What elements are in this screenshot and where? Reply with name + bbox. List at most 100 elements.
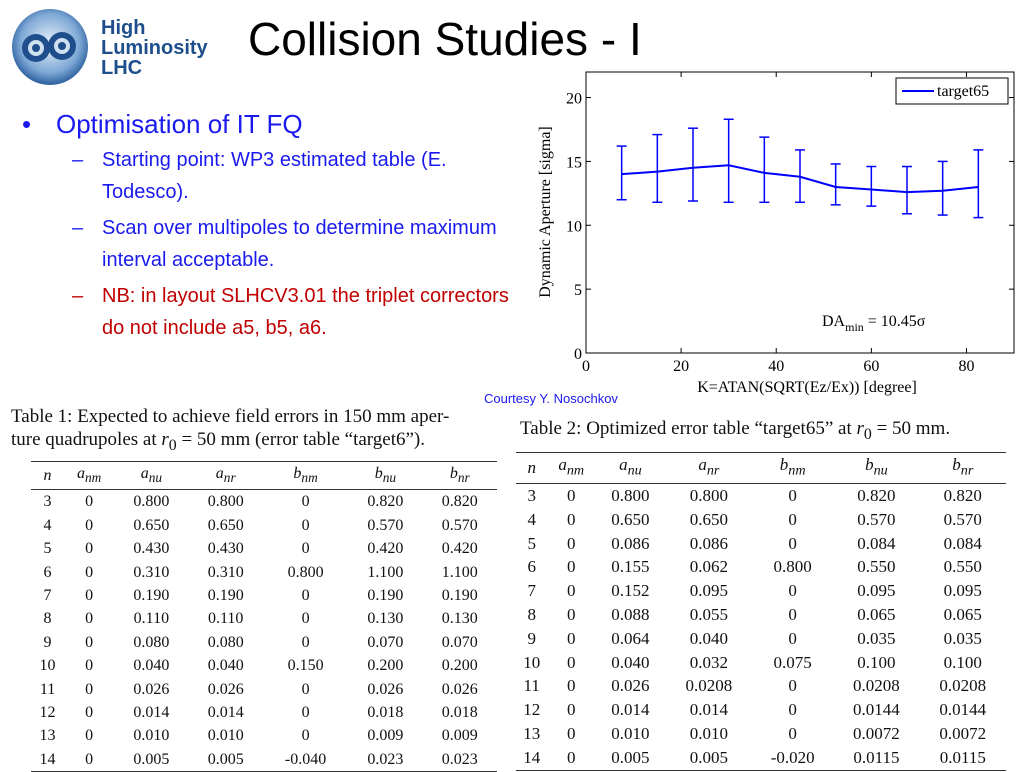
column-header-subscript: nm (301, 469, 318, 485)
column-header-subscript: nu (627, 462, 642, 479)
table-cell: 0.0144 (853, 700, 900, 720)
table-cell: 0.570 (441, 516, 478, 534)
column-header: bnm (293, 464, 318, 485)
table-cell: -0.040 (284, 750, 327, 768)
table-cell: 0.065 (943, 604, 982, 624)
table-cell: 0.095 (689, 581, 729, 601)
table-cell: 0.200 (367, 657, 404, 675)
table-2-caption: Table 2: Optimized error table “target65… (520, 417, 1020, 446)
slide-title: Collision Studies - I (248, 13, 642, 65)
table-cell: 0.026 (133, 680, 170, 698)
table-cell: 11 (39, 680, 56, 698)
table-cell: 0 (566, 604, 576, 624)
column-header: anu (140, 464, 163, 485)
table-cell: 0.032 (689, 652, 729, 672)
bullet-dot-icon: • (22, 109, 32, 139)
column-header: anr (215, 464, 236, 485)
axis-ticks: 0 5 10 15 20 0 20 40 60 80 (566, 72, 1014, 375)
r-symbol: r (161, 429, 169, 450)
table-cell: 0.095 (943, 581, 982, 601)
table-cell: 3 (527, 485, 536, 505)
table-cell: 0.820 (857, 485, 896, 505)
table-1-caption-line2: ture quadrupoles at r0 = 50 mm (error ta… (11, 428, 481, 457)
table-cell: 0 (566, 700, 576, 720)
table-cell: 0.005 (133, 750, 170, 768)
table-cell: 0 (85, 657, 94, 675)
table-cell: 0.035 (943, 628, 982, 648)
table-cell: 0.023 (367, 750, 404, 768)
table-cell: 0.800 (773, 557, 812, 577)
bullet-sub-1: – Starting point: WP3 estimated table (E… (22, 144, 522, 208)
table-cell: 0.018 (441, 704, 478, 722)
table-cell: 0.150 (287, 657, 324, 675)
table-cell: 0.075 (773, 652, 812, 672)
table-cell: 0.009 (441, 727, 478, 745)
table-cell: 0 (566, 533, 576, 553)
table-cell: 0 (566, 581, 576, 601)
table-cell: 0.0115 (939, 747, 986, 767)
table-row: 10 0 0.040 0.040 0.150 0.200 0.200 (31, 654, 497, 677)
column-header: n (43, 466, 52, 484)
column-header: bnr (449, 464, 470, 485)
table-cell: 10 (523, 652, 541, 672)
table-1-caption-line2a: ture quadrupoles at (11, 429, 162, 450)
table-cell: 0 (85, 516, 94, 534)
table-cell: 0.014 (133, 704, 170, 722)
table-cell: 0.010 (689, 723, 729, 743)
y-tick-label: 0 (574, 346, 582, 363)
table-cell: 0 (788, 533, 797, 553)
table-cell: 0.009 (367, 727, 404, 745)
table-row: 11 0 0.026 0.0208 0 0.0208 0.0208 (516, 674, 1006, 698)
r-subscript: 0 (863, 425, 872, 443)
table-cell: 0 (301, 587, 310, 605)
table-cell: 0 (566, 628, 576, 648)
da-min-value: = 10.45σ (864, 313, 926, 330)
table-cell: 0 (301, 610, 310, 628)
table-cell: 5 (527, 533, 536, 553)
column-header-subscript: nm (788, 462, 806, 479)
column-header: anr (698, 454, 720, 479)
table-cell: 0.0115 (853, 747, 900, 767)
table-row: 6 0 0.310 0.310 0.800 1.100 1.100 (31, 561, 497, 584)
table-cell: 0 (788, 485, 797, 505)
legend-label: target65 (937, 83, 989, 100)
table-cell: 0.018 (367, 704, 404, 722)
table-row: 9 0 0.064 0.040 0 0.035 0.035 (516, 627, 1006, 651)
table-cell: 0.010 (133, 727, 170, 745)
table-cell: 0.084 (857, 533, 896, 553)
table-cell: 0.023 (441, 750, 478, 768)
table-row: 3 0 0.800 0.800 0 0.820 0.820 (31, 490, 497, 514)
table-1-caption-line2b: 50 mm (error table “target6”). (196, 429, 425, 450)
table-cell: 0.800 (611, 485, 650, 505)
column-header: bnr (952, 454, 974, 479)
table-cell: 0.310 (207, 563, 244, 581)
table-cell: 4 (527, 509, 536, 529)
table-cell: 1.100 (441, 563, 478, 581)
table-cell: 0 (301, 704, 310, 722)
table-cell: 0 (85, 587, 94, 605)
column-header-subscript: nu (873, 462, 888, 479)
table-cell: 0 (566, 747, 576, 767)
table-cell: 0.026 (367, 680, 404, 698)
y-tick-label: 5 (574, 282, 582, 299)
table-1-block: Table 1: Expected to achieve field error… (11, 405, 497, 772)
column-header: anu (619, 454, 642, 479)
table-1-header-row: n anm anu anr bnm bnu bnr (31, 461, 497, 490)
table-cell: 0.0208 (685, 676, 733, 696)
table-cell: 0 (788, 676, 797, 696)
table-cell: 0.130 (367, 610, 404, 628)
dash-icon: – (72, 285, 84, 307)
table-cell: 0.065 (857, 604, 896, 624)
table-cell: 0 (566, 676, 576, 696)
column-header-subscript: nm (84, 469, 102, 485)
da-min-prefix: DA (822, 313, 846, 330)
y-tick-label: 15 (566, 154, 582, 171)
courtesy-note: Courtesy Y. Nosochkov (484, 391, 618, 406)
dash-icon: – (72, 217, 84, 239)
table-cell: 0.430 (207, 540, 244, 558)
table-cell: 0.650 (611, 509, 650, 529)
table-cell: 0.014 (689, 700, 729, 720)
table-cell: 0.086 (689, 533, 729, 553)
bullet-sub-1-text: Starting point: WP3 estimated table (E. … (102, 149, 447, 203)
table-cell: 0.550 (857, 557, 896, 577)
